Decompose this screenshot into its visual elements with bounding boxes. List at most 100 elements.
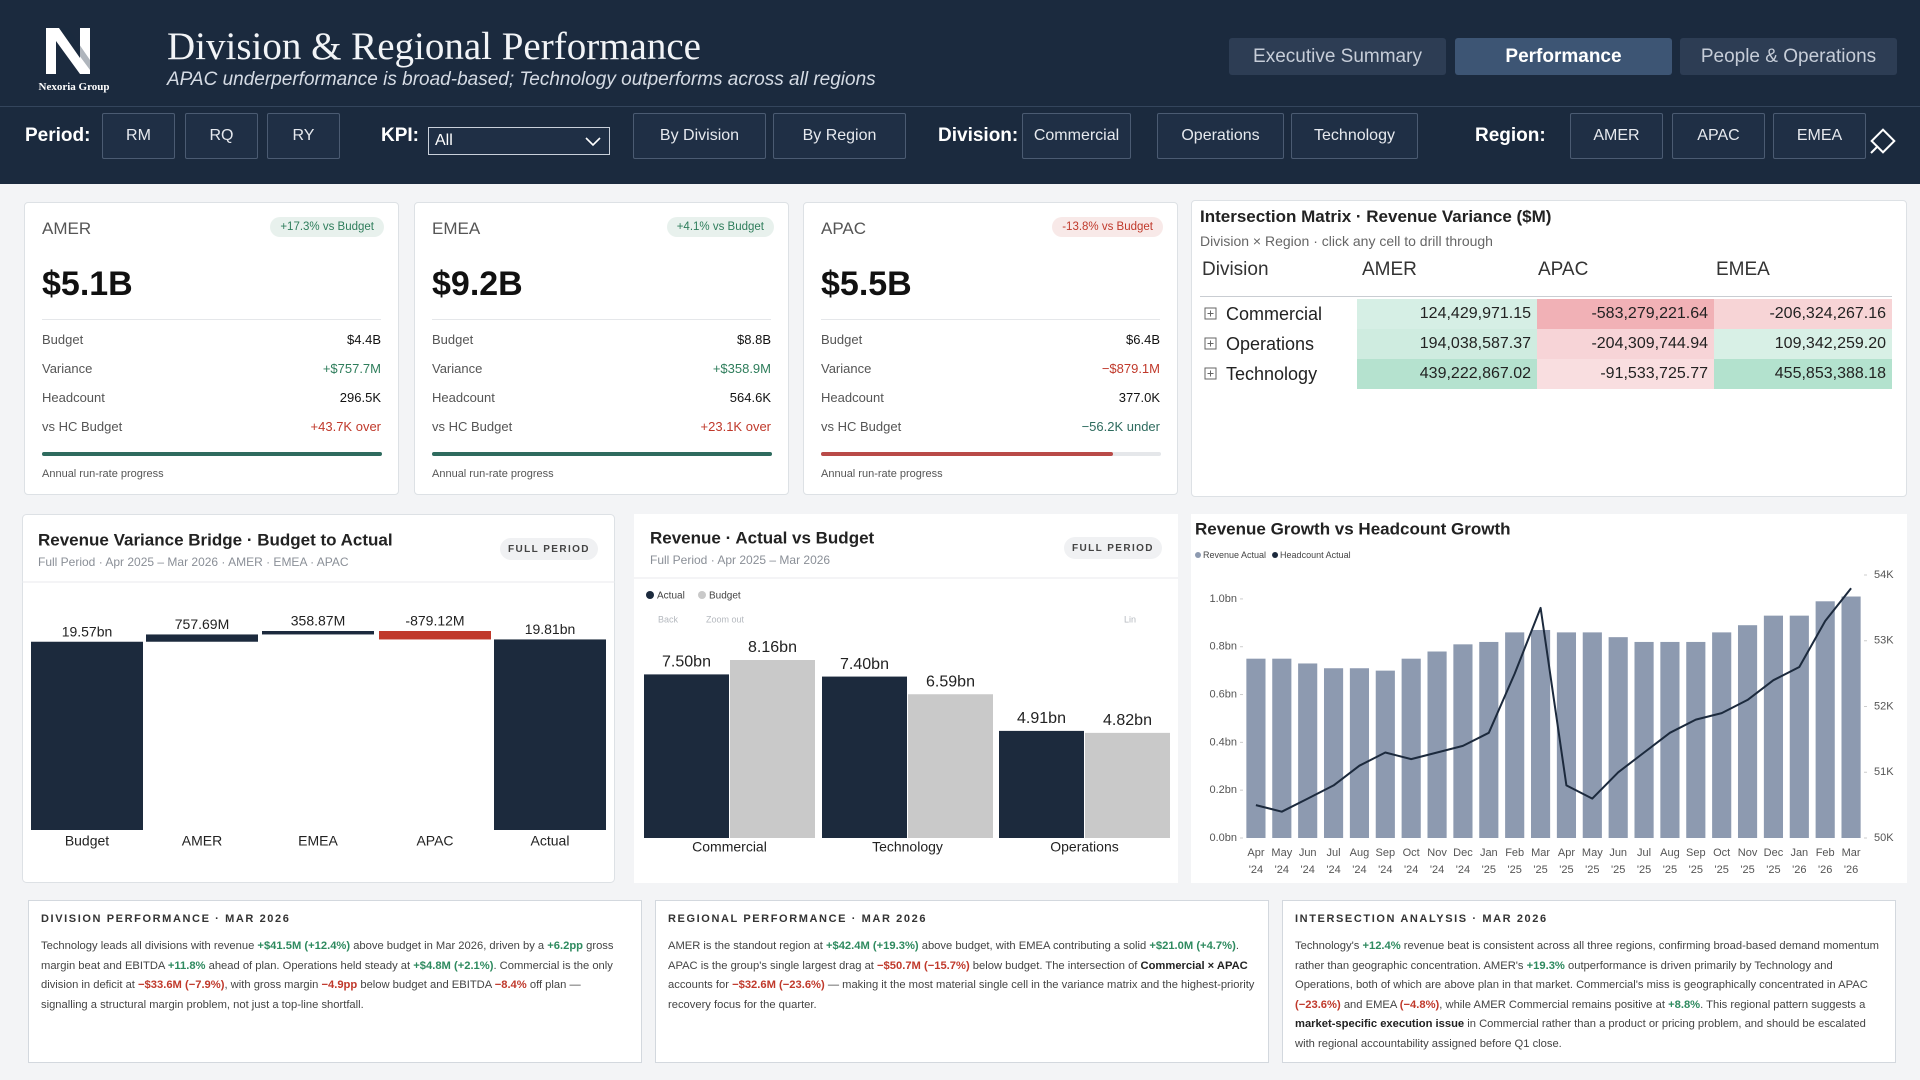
logo bbox=[46, 28, 90, 74]
kpi-row-value: 564.6K bbox=[729, 390, 771, 405]
x-tick-label: Apr '25 bbox=[1558, 847, 1575, 876]
filter-button[interactable]: RY bbox=[267, 113, 340, 159]
expand-icon[interactable] bbox=[1204, 367, 1218, 381]
commentary-text: above budget in Mar 2026, driven by a bbox=[350, 940, 548, 952]
matrix-subtitle: Division × Region · click any cell to dr… bbox=[1200, 233, 1493, 249]
matrix-cell[interactable]: -206,324,267.16 bbox=[1714, 299, 1892, 329]
bar bbox=[1505, 632, 1525, 838]
y-tick-label: 0.8bn bbox=[1209, 641, 1237, 653]
matrix-row[interactable]: Technology 439,222,867.02 -91,533,725.77 45… bbox=[1200, 359, 1892, 389]
bar bbox=[1427, 651, 1447, 838]
x-tick-line: '26 bbox=[1844, 864, 1858, 876]
toolbar-item: Back bbox=[658, 614, 679, 624]
x-tick-label: Feb '25 bbox=[1505, 847, 1524, 876]
value-label: 757.69M bbox=[175, 616, 229, 632]
kpi-row-label: Budget bbox=[821, 332, 863, 347]
filter-button[interactable]: RQ bbox=[185, 113, 258, 159]
filter-button[interactable]: By Division bbox=[633, 113, 766, 159]
commentary-highlight: −$50.7M (−15.7%) bbox=[877, 959, 970, 972]
kpi-row-label: Variance bbox=[821, 361, 872, 376]
kpi-row-label: vs HC Budget bbox=[432, 419, 513, 434]
x-tick-line: '25 bbox=[1559, 864, 1573, 876]
value-label: 7.40bn bbox=[840, 656, 889, 673]
matrix-row[interactable]: Operations 194,038,587.37 -204,309,744.94 1… bbox=[1200, 329, 1892, 359]
nav-tab[interactable]: People & Operations bbox=[1680, 38, 1897, 75]
commentary-body: Technology's +12.4% revenue beat is cons… bbox=[1295, 937, 1883, 1054]
kpi-row-label: Budget bbox=[42, 332, 84, 347]
filter-button[interactable]: APAC bbox=[1672, 113, 1765, 159]
x-tick-line: Jan bbox=[1480, 847, 1498, 859]
expand-icon[interactable] bbox=[1204, 337, 1218, 351]
x-tick-label: Nov '24 bbox=[1427, 847, 1447, 876]
x-tick-label: May '24 bbox=[1271, 847, 1292, 876]
commentary-text: and EMEA bbox=[1340, 998, 1400, 1011]
filter-button[interactable]: Technology bbox=[1291, 113, 1418, 159]
x-tick-label: Jul '25 bbox=[1637, 847, 1651, 876]
kpi-select[interactable]: All bbox=[428, 127, 610, 155]
matrix-cell[interactable]: 439,222,867.02 bbox=[1357, 359, 1537, 389]
commentary-body: AMER is the standout region at +$42.4M (… bbox=[668, 937, 1256, 1015]
legend-swatch bbox=[1272, 552, 1279, 558]
nav-tab[interactable]: Performance bbox=[1455, 38, 1672, 75]
x-tick-line: Jul bbox=[1637, 847, 1651, 859]
matrix-cell[interactable]: 194,038,587.37 bbox=[1357, 329, 1537, 359]
chart-subtitle: Full Period · Apr 2025 – Mar 2026 bbox=[650, 553, 830, 567]
progress-fill bbox=[42, 452, 382, 456]
expand-box bbox=[1204, 367, 1217, 380]
toolbar-item: Zoom out bbox=[706, 614, 745, 624]
matrix-cell[interactable]: -583,279,221.64 bbox=[1537, 299, 1714, 329]
company-name: Nexoria Group bbox=[38, 81, 110, 93]
value-label: 358.87M bbox=[291, 613, 345, 629]
bar bbox=[262, 631, 374, 635]
value-label: 4.82bn bbox=[1103, 712, 1152, 729]
x-tick-label: Jul '24 bbox=[1326, 847, 1340, 876]
x-tick-line: Sep bbox=[1376, 847, 1396, 859]
value-label: 19.81bn bbox=[525, 621, 576, 637]
filter-button[interactable]: By Region bbox=[773, 113, 906, 159]
x-tick-line: '24 bbox=[1378, 864, 1392, 876]
progress-track bbox=[432, 452, 772, 456]
filter-button[interactable]: EMEA bbox=[1773, 113, 1866, 159]
x-tick-label: Apr '24 bbox=[1247, 847, 1264, 876]
bar bbox=[1323, 668, 1344, 838]
x-tick-label: Jan '25 bbox=[1480, 847, 1498, 876]
kpi-row-value: $8.8B bbox=[737, 332, 771, 347]
chart-card bbox=[22, 514, 615, 883]
x-tick-line: Feb bbox=[1505, 847, 1524, 859]
bar bbox=[494, 639, 606, 830]
x-tick-label: Jun '25 bbox=[1609, 847, 1627, 876]
filter-button[interactable]: RM bbox=[102, 113, 175, 159]
x-tick-line: '26 bbox=[1818, 864, 1832, 876]
kpi-row-value: +$757.7M bbox=[322, 361, 381, 376]
matrix-cell[interactable]: 455,853,388.18 bbox=[1714, 359, 1892, 389]
x-tick-label: EMEA bbox=[298, 833, 338, 849]
clear-filter-icon[interactable] bbox=[1866, 124, 1900, 158]
x-tick-line: Nov bbox=[1427, 847, 1447, 859]
x-tick-line: Dec bbox=[1764, 847, 1784, 859]
bar bbox=[1246, 658, 1266, 838]
legend-swatch bbox=[1195, 552, 1201, 558]
x-tick-line: '24 bbox=[1275, 864, 1289, 876]
kpi-row-value: −56.2K under bbox=[1081, 419, 1160, 434]
matrix-cell[interactable]: -91,533,725.77 bbox=[1537, 359, 1714, 389]
bar bbox=[730, 660, 815, 838]
filter-button[interactable]: Operations bbox=[1157, 113, 1284, 159]
x-tick-line: '25 bbox=[1611, 864, 1625, 876]
matrix-cell-value: -206,324,267.16 bbox=[1769, 305, 1886, 322]
matrix-row[interactable]: Commercial 124,429,971.15 -583,279,221.64 -… bbox=[1200, 299, 1892, 329]
bar bbox=[1479, 641, 1499, 838]
matrix-cell[interactable]: 109,342,259.20 bbox=[1714, 329, 1892, 359]
nav-tab[interactable]: Executive Summary bbox=[1229, 38, 1446, 75]
legend-label: Budget bbox=[709, 591, 741, 602]
kpi-row-label: Variance bbox=[432, 361, 483, 376]
commentary-text: — making it the most material single cel… bbox=[668, 979, 1255, 1011]
filter-button[interactable]: AMER bbox=[1570, 113, 1663, 159]
matrix-cell[interactable]: -204,309,744.94 bbox=[1537, 329, 1714, 359]
bar bbox=[1737, 625, 1758, 838]
expand-icon[interactable] bbox=[1204, 307, 1218, 321]
chart-subtitle: Full Period · Apr 2025 – Mar 2026 · AMER… bbox=[38, 555, 349, 569]
matrix-cell[interactable]: 124,429,971.15 bbox=[1357, 299, 1537, 329]
filter-button[interactable]: Commercial bbox=[1022, 113, 1131, 159]
x-tick-line: '25 bbox=[1663, 864, 1677, 876]
commentary-highlight: −$33.6M (−7.9%) bbox=[138, 979, 225, 991]
